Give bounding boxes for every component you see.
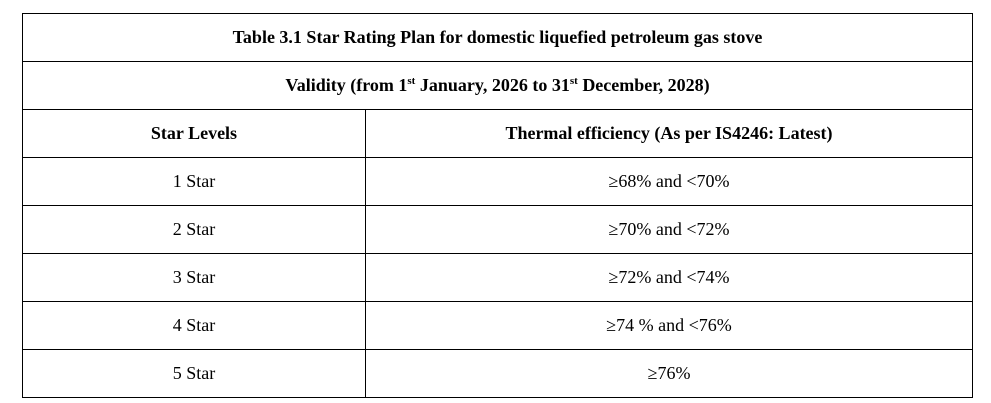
validity-sup-1: st [407,75,416,87]
efficiency-cell: ≥70% and <72% [365,205,973,254]
header-thermal-efficiency: Thermal efficiency (As per IS4246: Lates… [365,109,973,158]
star-level-cell: 5 Star [22,349,366,398]
efficiency-cell: ≥76% [365,349,973,398]
validity-sup-2: st [569,75,578,87]
table-title: Table 3.1 Star Rating Plan for domestic … [22,13,973,62]
validity-period: Validity (from 1st January, 2026 to 31st… [22,61,973,110]
star-level-cell: 1 Star [22,157,366,206]
efficiency-cell: ≥68% and <70% [365,157,973,206]
table-row: 1 Star ≥68% and <70% [22,157,973,206]
validity-prefix: Validity (from 1 [285,75,408,95]
validity-row: Validity (from 1st January, 2026 to 31st… [22,61,973,110]
table-row: 5 Star ≥76% [22,349,973,398]
header-row: Star Levels Thermal efficiency (As per I… [22,109,973,158]
table-row: 3 Star ≥72% and <74% [22,253,973,302]
validity-middle: January, 2026 to 31 [415,75,570,95]
table-row: 4 Star ≥74 % and <76% [22,301,973,350]
efficiency-cell: ≥74 % and <76% [365,301,973,350]
clipped-preceding-text-line [0,0,991,7]
star-level-cell: 3 Star [22,253,366,302]
efficiency-cell: ≥72% and <74% [365,253,973,302]
table-title-row: Table 3.1 Star Rating Plan for domestic … [22,13,973,62]
validity-suffix: December, 2028) [577,75,710,95]
star-level-cell: 2 Star [22,205,366,254]
header-star-levels: Star Levels [22,109,366,158]
star-rating-table: Table 3.1 Star Rating Plan for domestic … [22,13,973,398]
star-level-cell: 4 Star [22,301,366,350]
table-row: 2 Star ≥70% and <72% [22,205,973,254]
